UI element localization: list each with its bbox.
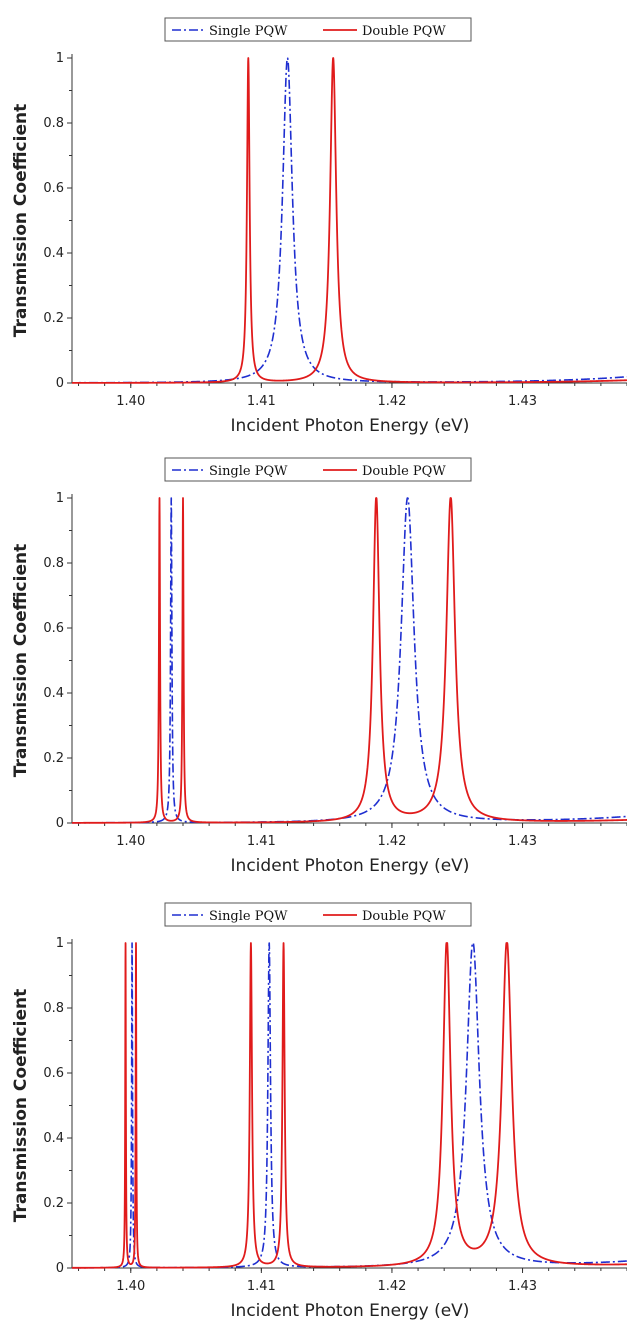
y-tick-label: 0.2 [43, 1196, 64, 1211]
chart-svg: 0 0.2 0.4 0.6 0.8 1 1.40 1.41 1.42 1.43 Incident P… [11, 902, 627, 1321]
y-tick-label: 0.8 [43, 116, 64, 131]
y-tick-label: 0.8 [43, 1001, 64, 1016]
y-tick-label: 0.6 [43, 181, 64, 196]
chart-panel-3: 0 0.2 0.4 0.6 0.8 1 1.40 1.41 1.42 1.43 Incident P… [0, 885, 627, 1325]
y-tick-label: 0.2 [43, 751, 64, 766]
x-tick-label: 1.40 [116, 1279, 145, 1294]
y-tick-label: 0.4 [43, 686, 64, 701]
legend-box [164, 17, 472, 42]
legend-box [164, 902, 472, 927]
x-axis-label: Incident Photon Energy (eV) [231, 416, 470, 436]
y-axis-label: Transmission Coefficient [11, 104, 31, 337]
legend-label-single: Single PQW [209, 464, 288, 479]
single-pqw-line [72, 942, 627, 1269]
y-tick-label: 1 [56, 491, 64, 506]
legend-label-double: Double PQW [362, 464, 446, 479]
y-tick-label: 0 [56, 1261, 64, 1276]
y-tick-label: 0.2 [43, 311, 64, 326]
y-tick-label: 0.8 [43, 556, 64, 571]
x-tick-label: 1.41 [247, 834, 276, 849]
double-pqw-line [72, 57, 627, 384]
legend: Single PQW Double PQW [164, 902, 472, 927]
chart-panel-2: 0 0.2 0.4 0.6 0.8 1 1.40 1.41 1.42 1.43 Incident P… [0, 440, 627, 880]
legend: Single PQW Double PQW [164, 17, 472, 42]
x-tick-label: 1.43 [508, 834, 537, 849]
y-tick-label: 1 [56, 936, 64, 951]
x-tick-label: 1.41 [247, 1279, 276, 1294]
y-axis-label: Transmission Coefficient [11, 544, 31, 777]
y-tick-label: 0 [56, 376, 64, 391]
chart-svg: 0 0.2 0.4 0.6 0.8 1 1.40 1.41 1.42 1.43 Incident P… [11, 457, 627, 876]
single-pqw-line [72, 57, 627, 384]
x-tick-label: 1.42 [377, 834, 406, 849]
x-axis-label: Incident Photon Energy (eV) [231, 1301, 470, 1321]
legend-label-double: Double PQW [362, 24, 446, 39]
y-axis-label: Transmission Coefficient [11, 989, 31, 1222]
x-tick-label: 1.43 [508, 1279, 537, 1294]
y-tick-label: 1 [56, 51, 64, 66]
single-pqw-line [72, 497, 627, 824]
y-tick-label: 0.4 [43, 1131, 64, 1146]
double-pqw-line [72, 942, 627, 1269]
x-tick-label: 1.42 [377, 394, 406, 409]
chart-panel-1: 0 0.2 0.4 0.6 0.8 1 1.40 1.41 1.42 1.43 Incident P… [0, 0, 627, 440]
x-axis-label: Incident Photon Energy (eV) [231, 856, 470, 876]
x-tick-label: 1.43 [508, 394, 537, 409]
chart-svg: 0 0.2 0.4 0.6 0.8 1 1.40 1.41 1.42 1.43 Incident P… [11, 17, 627, 436]
legend-box [164, 457, 472, 482]
x-tick-label: 1.40 [116, 834, 145, 849]
x-tick-label: 1.41 [247, 394, 276, 409]
x-tick-label: 1.40 [116, 394, 145, 409]
x-tick-label: 1.42 [377, 1279, 406, 1294]
y-tick-label: 0.4 [43, 246, 64, 261]
legend-label-single: Single PQW [209, 909, 288, 924]
double-pqw-line [72, 497, 627, 824]
y-tick-label: 0.6 [43, 1066, 64, 1081]
legend: Single PQW Double PQW [164, 457, 472, 482]
legend-label-double: Double PQW [362, 909, 446, 924]
legend-label-single: Single PQW [209, 24, 288, 39]
y-tick-label: 0 [56, 816, 64, 831]
y-tick-label: 0.6 [43, 621, 64, 636]
